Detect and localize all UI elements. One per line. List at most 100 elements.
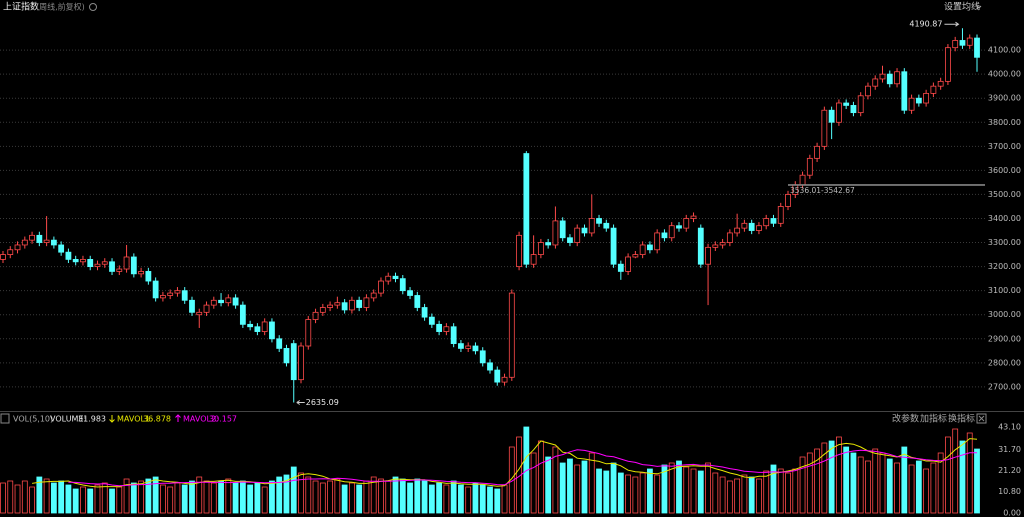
volume-bar [116, 486, 123, 514]
max-annotation: 4190.87 [909, 20, 942, 29]
help-icon[interactable] [0, 413, 10, 424]
candle-body [756, 225, 762, 231]
candle-body [58, 244, 65, 253]
candle-body [334, 302, 341, 306]
candle-body [174, 290, 181, 294]
dropdown-icon[interactable] [976, 5, 982, 9]
volume-bar [167, 486, 174, 514]
candle-body [312, 311, 319, 320]
volume-bar [603, 470, 610, 514]
volume-bar [668, 462, 675, 514]
volume-bar [886, 458, 893, 514]
candle-body [196, 311, 203, 316]
candle-body [341, 302, 348, 311]
volume-bar [908, 464, 915, 514]
y-tick-label: 3200.00 [988, 262, 1021, 271]
candle-body [959, 40, 966, 46]
volume-bar [654, 474, 661, 514]
y-tick-label: 3100.00 [988, 286, 1021, 295]
candle-body [152, 280, 159, 299]
ma-line [68, 449, 978, 487]
volume-bar [974, 448, 980, 514]
y-tick-label: 3600.00 [988, 166, 1021, 175]
volume-bar [181, 484, 188, 514]
candle-body [14, 244, 21, 251]
volume-bar [130, 482, 137, 514]
candle-body [806, 157, 813, 176]
candle-body [65, 251, 72, 260]
candle-body [123, 256, 130, 270]
close-button[interactable] [976, 413, 987, 424]
y-tick-label: 4000.00 [988, 70, 1021, 79]
candle-body [865, 85, 871, 97]
volume-bar [835, 436, 842, 514]
candle-body [596, 218, 602, 224]
candle-body [225, 297, 232, 304]
legend-label: MAVOL2: [183, 415, 219, 424]
settings-icon[interactable] [89, 3, 97, 11]
volume-bar [312, 480, 319, 514]
candle-body [0, 254, 6, 260]
volume-bar [399, 478, 406, 514]
volume-bar [443, 484, 450, 514]
volume-bar [857, 456, 864, 514]
candle-body [327, 304, 333, 308]
volume-bar [58, 480, 65, 514]
candle-body [908, 97, 915, 111]
candle-body [145, 271, 152, 282]
y-tick-label: 3000.00 [988, 310, 1021, 319]
candle-body [167, 292, 174, 296]
candle-body [610, 227, 617, 265]
candle-body [974, 37, 980, 58]
candle-body [421, 307, 428, 318]
volume-bar [610, 462, 617, 514]
candle-body [966, 37, 973, 46]
volume-bar [334, 478, 341, 514]
y-tick-label: 3700.00 [988, 142, 1021, 151]
button[interactable]: 加指标 [920, 413, 947, 425]
down-arrow-icon [109, 415, 115, 423]
candle-body [952, 40, 959, 49]
volume-bar [36, 476, 43, 514]
candle-body [29, 234, 35, 241]
volume-bar [94, 484, 101, 514]
candle-body [937, 80, 944, 87]
y-tick-label: 4100.00 [988, 46, 1021, 55]
candle-body [828, 109, 835, 123]
volume-bar [378, 478, 384, 514]
gap-label: 3536.01-3542.67 [790, 186, 855, 195]
candle-body [458, 343, 464, 349]
y-tick-label: 21.20 [998, 466, 1021, 475]
candle-body [785, 194, 791, 207]
candle-body [232, 297, 239, 306]
volume-bar [559, 462, 566, 514]
candle-body [210, 299, 217, 306]
volume-bar [588, 452, 595, 514]
volume-bar [574, 464, 581, 514]
volume-bar [123, 478, 130, 514]
volume-bar [647, 468, 653, 514]
candle-body [356, 299, 363, 308]
y-tick-label: 31.70 [998, 445, 1021, 454]
volume-bar [487, 486, 493, 514]
annotation-arrow [944, 21, 960, 27]
volume-bar [87, 488, 94, 514]
volume-bar [581, 460, 588, 514]
button[interactable]: 改参数 [892, 413, 919, 425]
button[interactable]: 换指标 [948, 413, 975, 425]
y-tick-label: 2800.00 [988, 358, 1021, 367]
volume-bar [0, 482, 6, 514]
candle-body [945, 47, 951, 82]
volume-bar [865, 460, 871, 514]
volume-bar [465, 486, 472, 514]
y-tick-label: 2700.00 [988, 382, 1021, 391]
candle-body [80, 258, 86, 263]
y-tick-label: 3300.00 [988, 238, 1021, 247]
volume-bar [239, 480, 246, 514]
candle-body [857, 95, 864, 114]
ma-button[interactable]: 设置均线 [944, 1, 980, 13]
volume-bar [697, 470, 704, 514]
candle-body [879, 73, 886, 80]
volume-bar [196, 476, 203, 514]
candle-body [472, 345, 479, 352]
